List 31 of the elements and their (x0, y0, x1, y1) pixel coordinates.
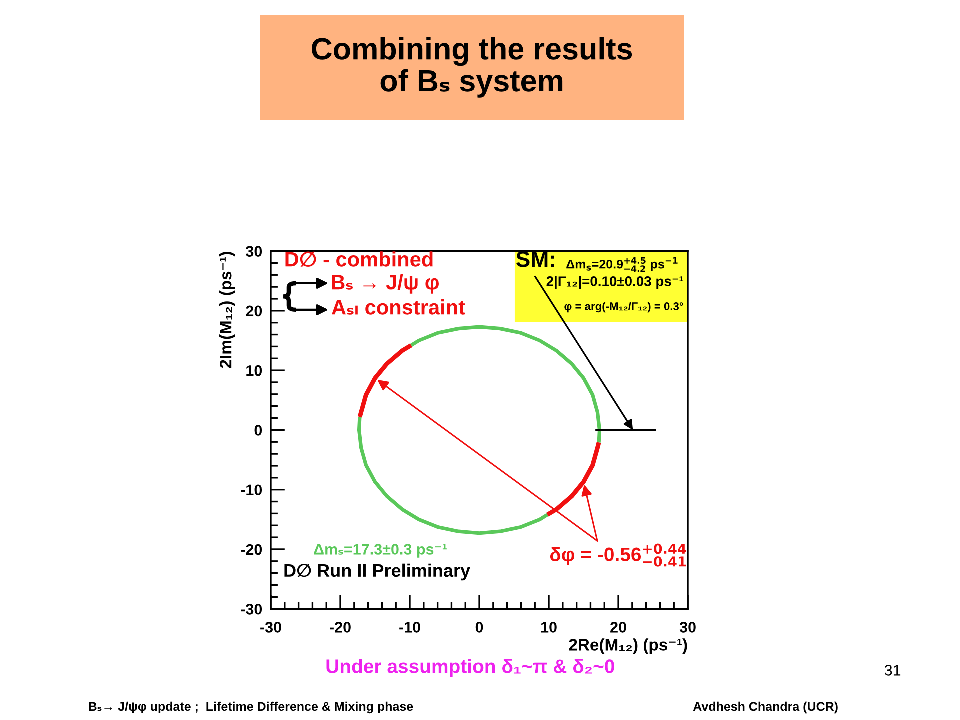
y-tick-label: 10 (246, 365, 262, 376)
annotation: D∅ - combined (286, 252, 433, 267)
y-tick-label: -30 (241, 604, 262, 615)
annotation: SM: (516, 252, 554, 268)
chart-title: Combining the results of Bₛ system (312, 37, 632, 98)
y-axis-title: 2Im(M₁₂) (ps⁻¹) (220, 252, 236, 368)
x-tick-label: -30 (260, 622, 282, 633)
y-tick-label: 30 (246, 246, 262, 257)
x-tick-label: -20 (330, 622, 351, 633)
text: 31 (884, 665, 901, 676)
series-label: δφ = -0.56$^{+0.44}$$_{−0.41}$ (550, 544, 686, 567)
y-tick-label: 0 (254, 425, 262, 436)
x-tick-label: -10 (400, 622, 420, 633)
annotation: Δm$_{s}$=20.9$^{+4.5}$$_{−4.2}$ ps$^{−1}$ (566, 258, 678, 272)
annotation: Aₛₗ constraint (332, 300, 466, 315)
annotation: φ = arg(-M₁₂/Γ₁₂) = 0.3° (564, 302, 684, 313)
text: Avdhesh Chandra (UCR) (693, 702, 838, 714)
y-tick-label: -10 (241, 484, 262, 496)
annotation: 2|Γ₁₂|=0.10±0.03 ps⁻¹ (546, 276, 684, 290)
y-tick-label: 20 (246, 306, 262, 317)
text: Bₛ→ J/ψφ update ; Lifetime Difference & Mixing phase (89, 702, 414, 714)
x-tick-label: 30 (680, 622, 696, 633)
x-tick-label: 0 (476, 622, 484, 633)
annotation: D∅ Run II Preliminary (284, 564, 470, 581)
x-tick-label: 20 (610, 622, 626, 633)
annotation: Bₛ → J/ψ φ (332, 274, 439, 294)
x-axis-title: 2Re(M₁₂) (ps⁻¹) (569, 638, 688, 654)
y-tick-label: -20 (241, 544, 262, 556)
text: Under assumption δ₁~π & δ₂~0 (326, 659, 614, 678)
x-tick-label: 10 (541, 622, 557, 633)
series-label: Δmₛ=17.3±0.3 ps⁻¹ (314, 544, 447, 558)
